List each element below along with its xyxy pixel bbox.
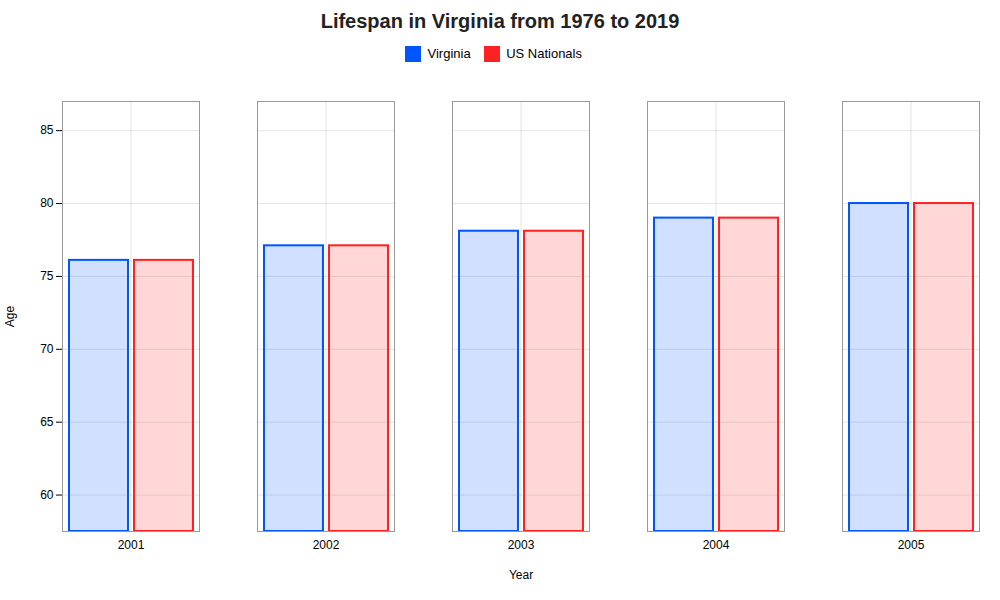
svg-text:Year: Year: [509, 567, 533, 581]
html-text:Virginia: Virginia: [427, 46, 471, 61]
svg-text:2003: 2003: [508, 538, 535, 552]
svg-text:60: 60: [40, 487, 54, 501]
svg-text:Age: Age: [3, 305, 17, 327]
html-text:US Nationals: US Nationals: [506, 46, 582, 61]
svg-text:75: 75: [40, 269, 54, 283]
svg-text:80: 80: [40, 196, 54, 210]
svg-text:70: 70: [40, 342, 54, 356]
svg-text:65: 65: [40, 415, 54, 429]
svg-text:2001: 2001: [118, 538, 145, 552]
svg-text:2004: 2004: [703, 538, 730, 552]
svg-text:2005: 2005: [898, 538, 925, 552]
svg-text:2002: 2002: [313, 538, 340, 552]
html-text:Lifespan in Virginia from 1976: Lifespan in Virginia from 1976 to 2019: [320, 10, 680, 32]
svg-text:85: 85: [40, 123, 54, 137]
